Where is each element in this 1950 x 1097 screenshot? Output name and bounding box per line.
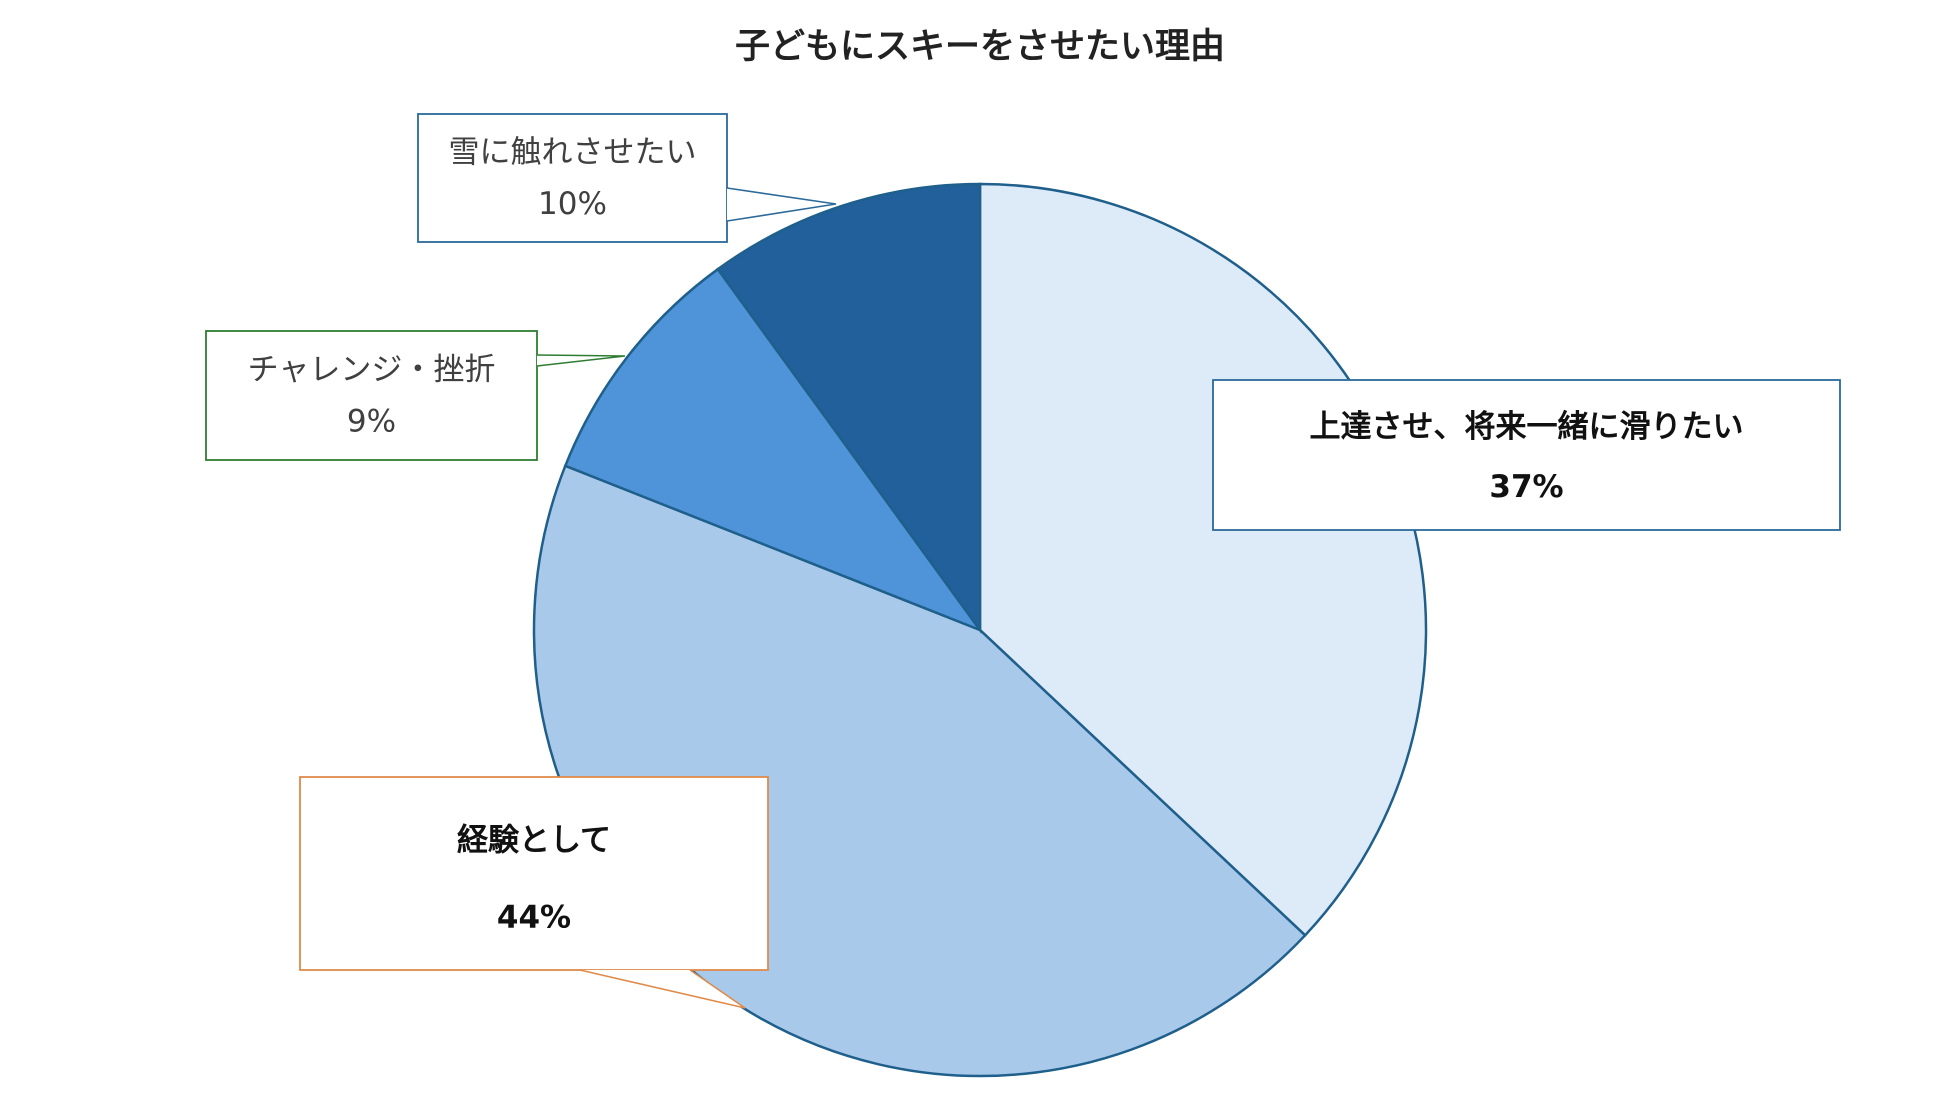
callout-pointer xyxy=(726,187,837,222)
callout-2: 経験として 44% xyxy=(299,776,769,1009)
slice-label: 経験として xyxy=(457,822,611,858)
slice-percentage: 44% xyxy=(497,900,571,936)
slice-label: 雪に触れさせたい xyxy=(449,135,697,171)
callout-1: 上達させ、将来一緒に滑りたい 37% xyxy=(1212,379,1841,531)
pie-slice-3 xyxy=(563,267,984,633)
slice-percentage: 9% xyxy=(347,404,396,440)
callout-pointer xyxy=(579,969,746,1009)
slice-label: チャレンジ・挫折 xyxy=(248,352,496,388)
callout-pointer-fill xyxy=(727,188,836,221)
callout-4: 雪に触れさせたい 10% xyxy=(417,113,837,243)
pie-slice-4 xyxy=(716,182,982,634)
callout-box xyxy=(205,330,538,461)
callout-pointer xyxy=(536,354,626,367)
callout-box xyxy=(1212,379,1841,531)
callout-box xyxy=(299,776,769,971)
slice-percentage: 37% xyxy=(1489,469,1563,505)
chart-title: 子どもにスキーをさせたい理由 xyxy=(735,27,1225,67)
slice-label: 上達させ、将来一緒に滑りたい xyxy=(1310,409,1744,445)
callout-box xyxy=(417,113,728,243)
slice-percentage: 10% xyxy=(538,186,607,222)
slice-callouts: 上達させ、将来一緒に滑りたい 37% 経験として 44% チャレンジ・挫折 9% 雪に触れさ… xyxy=(205,113,1841,1009)
callout-3: チャレンジ・挫折 9% xyxy=(205,330,626,461)
